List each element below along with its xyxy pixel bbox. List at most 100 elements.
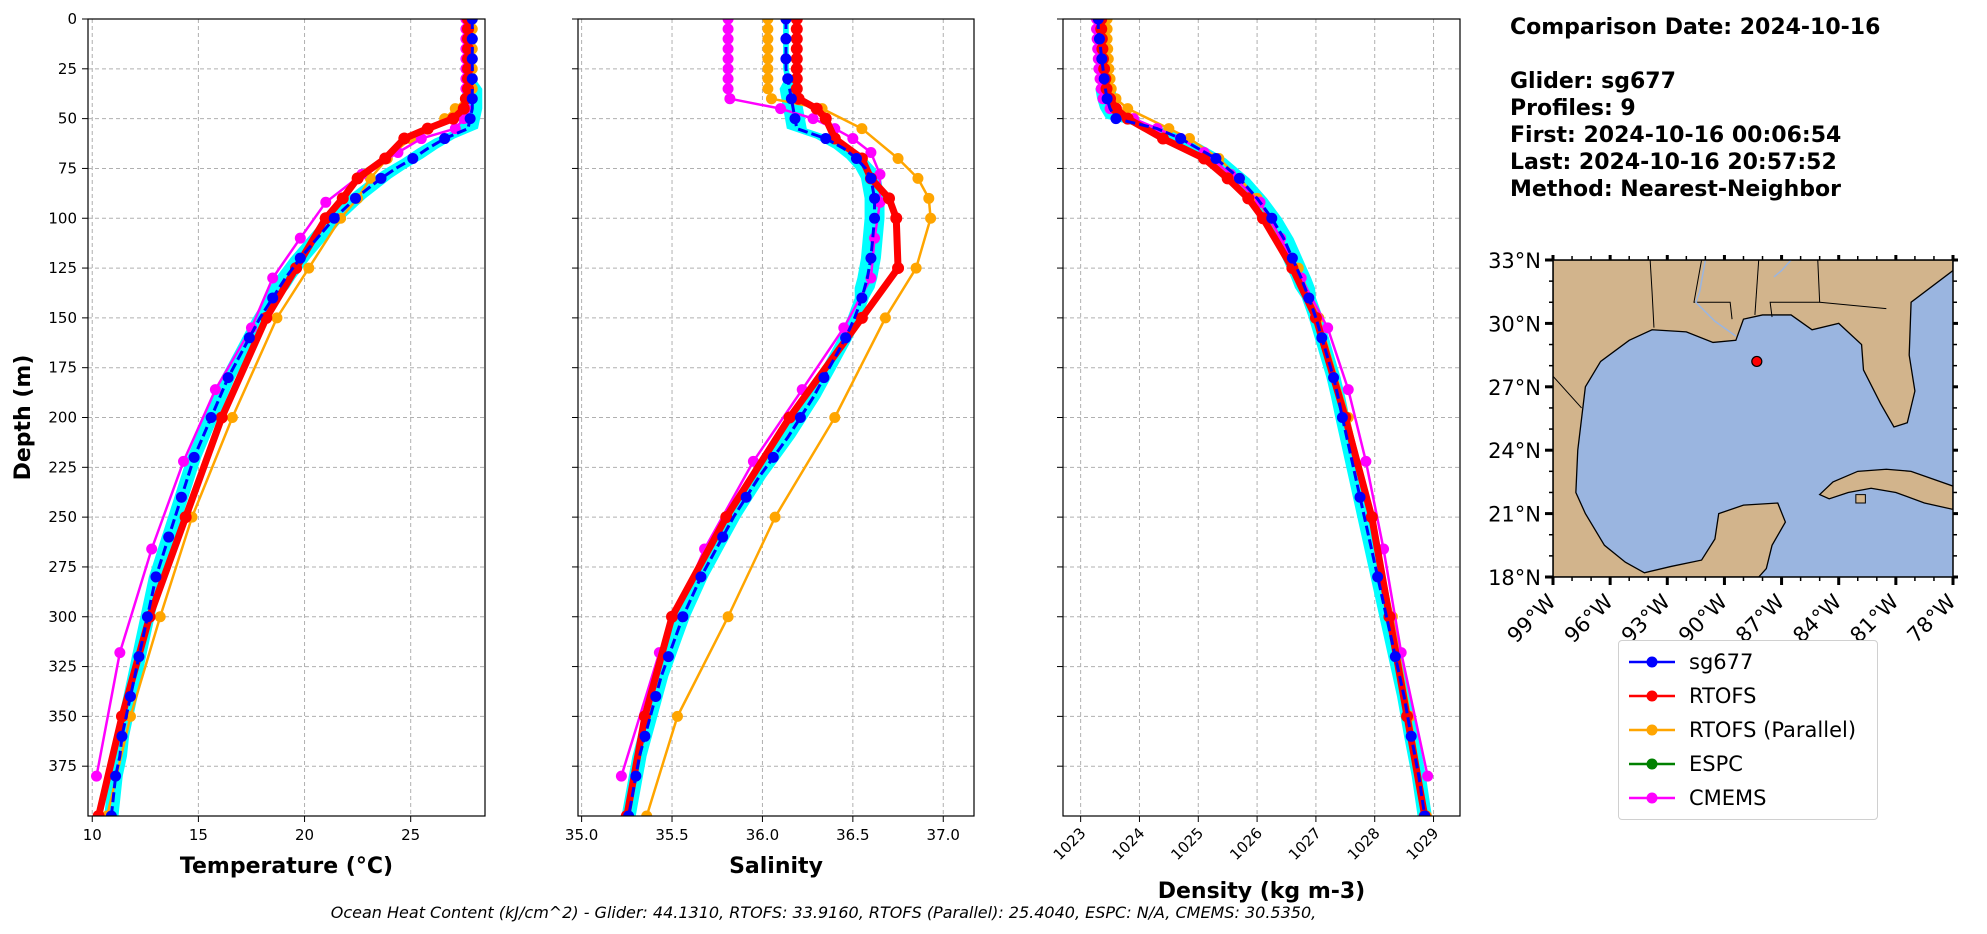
series-point-rtofs-parallel: [769, 511, 781, 523]
series-point-rtofs: [855, 311, 868, 324]
series-point-sg677: [840, 332, 852, 344]
series-point-rtofs-parallel: [762, 73, 774, 85]
x-tick-label: 37.0: [927, 826, 960, 844]
series-point-rtofs: [790, 52, 803, 65]
series-point-sg677: [630, 770, 642, 782]
y-tick-label: 25: [58, 60, 77, 78]
series-point-sg677: [639, 730, 651, 742]
x-axis-label: Salinity: [729, 854, 823, 879]
series-point-rtofs-parallel: [303, 262, 315, 274]
x-tick-label: 1029: [1403, 824, 1443, 864]
profile-panel-1: 10 15 20 2502550751001251501752002252502753…: [11, 10, 486, 879]
series-point-cmems: [209, 384, 221, 396]
y-tick-label: 375: [48, 757, 77, 775]
legend-item-rtofs: RTOFS: [1627, 681, 1756, 711]
info-panel: Comparison Date: 2024-10-16 Glider: sg67…: [1510, 14, 1880, 203]
series-point-sg677: [780, 33, 792, 45]
map-lon-label: 90°W: [1674, 589, 1732, 647]
series-point-rtofs: [92, 810, 105, 816]
series-point-sg677: [175, 491, 187, 503]
series-point-sg677: [869, 212, 881, 224]
series-point-sg677: [439, 133, 451, 145]
series-point-sg677: [243, 332, 255, 344]
series-point-cmems: [807, 113, 819, 125]
series-point-cmems: [722, 53, 734, 65]
series-point-sg677: [328, 212, 340, 224]
x-axis-label: Density (kg m-3): [1158, 879, 1366, 904]
series-point-sg677: [1101, 93, 1113, 105]
series-point-sg677: [267, 292, 279, 304]
map-lat-label: 30°N: [1488, 312, 1541, 336]
series-point-sg677: [150, 571, 162, 583]
series-point-cmems: [722, 83, 734, 95]
series-line-sg677: [627, 19, 877, 816]
glider-name: Glider: sg677: [1510, 69, 1676, 94]
series-point-rtofs: [1198, 152, 1211, 165]
series-point-rtofs: [1401, 710, 1414, 723]
series-point-rtofs-parallel: [762, 23, 774, 35]
river-mississippi: [1694, 260, 1737, 337]
series-point-rtofs: [790, 19, 803, 25]
border-tx-la: [1649, 260, 1655, 328]
y-tick-label: 350: [48, 707, 77, 725]
series-point-rtofs: [890, 212, 903, 225]
series-point-rtofs: [290, 262, 303, 275]
series-point-sg677: [695, 571, 707, 583]
x-tick-label: 10: [83, 826, 102, 844]
series-point-rtofs: [398, 132, 411, 145]
y-tick-label: 275: [48, 558, 77, 576]
series-point-cmems: [722, 43, 734, 55]
series-point-sg677: [856, 292, 868, 304]
first-time: First: 2024-10-16 00:06:54: [1510, 123, 1842, 148]
series-point-sg677: [677, 611, 689, 623]
series-point-sg677: [780, 53, 792, 65]
series-point-rtofs-parallel: [154, 611, 166, 623]
series-point-sg677: [869, 192, 881, 204]
series-point-sg677: [163, 531, 175, 543]
x-tick-label: 20: [295, 826, 314, 844]
x-tick-label: 1026: [1226, 824, 1266, 864]
series-point-rtofs: [1365, 511, 1378, 524]
series-point-sg677: [1372, 571, 1384, 583]
border-us-mx: [1553, 375, 1582, 409]
x-tick-label: 35.5: [655, 826, 688, 844]
series-point-sg677: [1389, 651, 1401, 663]
legend-swatch: [1629, 758, 1675, 770]
series-point-cmems: [838, 322, 850, 334]
series-point-rtofs: [883, 192, 896, 205]
series-point-cmems: [722, 33, 734, 45]
series-point-sg677: [1210, 152, 1222, 164]
series-point-sg677: [780, 19, 792, 25]
series-point-rtofs: [892, 262, 905, 275]
ohc-footer: Ocean Heat Content (kJ/cm^2) - Glider: 4…: [0, 903, 1987, 922]
series-point-rtofs: [1156, 132, 1169, 145]
legend-swatch: [1629, 690, 1675, 702]
series-point-rtofs: [1286, 262, 1299, 275]
series-point-sg677: [1286, 252, 1298, 264]
series-point-cmems: [615, 770, 627, 782]
series-point-rtofs: [1096, 42, 1109, 55]
series-point-sg677: [222, 372, 234, 384]
y-tick-label: 0: [67, 10, 77, 28]
series-point-rtofs: [1256, 212, 1269, 225]
series-point-sg677: [1405, 730, 1417, 742]
series-point-rtofs-parallel: [879, 312, 891, 324]
series-point-cmems: [865, 146, 877, 158]
series-point-rtofs: [790, 72, 803, 85]
series-point-sg677: [1175, 133, 1187, 145]
legend-item-espc: ESPC: [1627, 749, 1743, 779]
map-lat-label: 27°N: [1488, 376, 1541, 400]
legend-swatch-marker: [1646, 690, 1658, 702]
series-point-cmems: [874, 168, 886, 180]
y-tick-label: 225: [48, 458, 77, 476]
map-lon-label: 84°W: [1788, 589, 1846, 647]
series-point-rtofs: [447, 112, 460, 125]
legend-swatch: [1629, 724, 1675, 736]
map-lon-label: 78°W: [1903, 589, 1961, 647]
border-la-ms: [1693, 260, 1733, 320]
x-tick-label: 1027: [1285, 824, 1325, 864]
series-point-sg677: [650, 690, 662, 702]
series-point-rtofs-parallel: [271, 312, 283, 324]
series-point-sg677: [375, 172, 387, 184]
legend-swatch: [1629, 792, 1675, 804]
